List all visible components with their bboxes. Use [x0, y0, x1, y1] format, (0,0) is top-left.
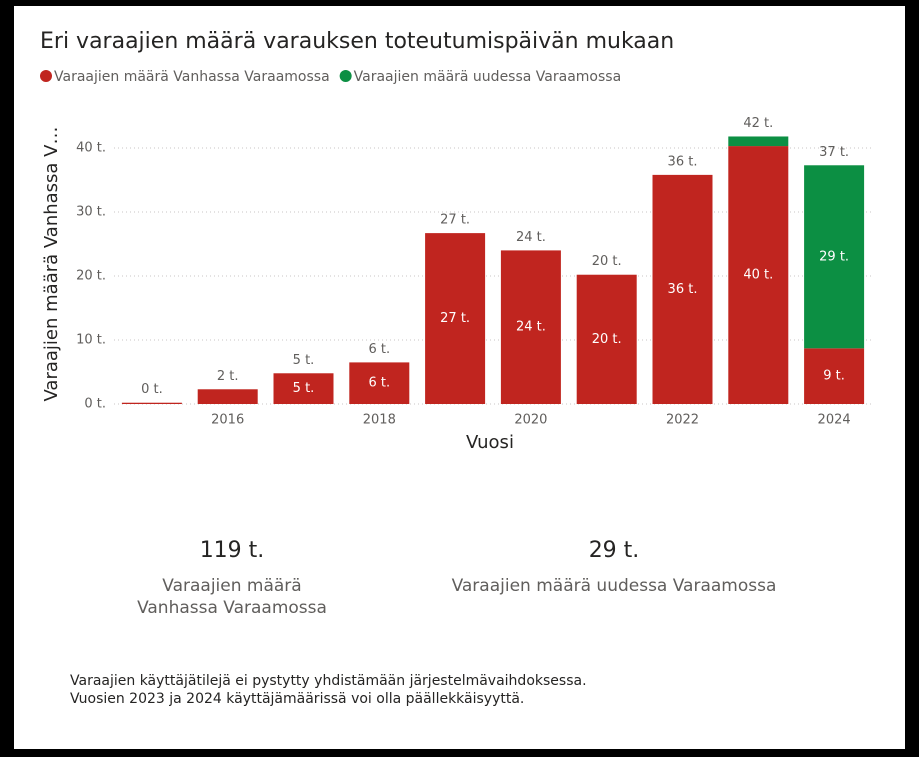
y-tick-label: 30 t. — [76, 205, 106, 220]
data-label: 24 t. — [516, 320, 546, 335]
data-label: 40 t. — [743, 268, 773, 283]
card: 119 t. Varaajien määrä Vanhassa Varaamos… — [84, 538, 380, 619]
total-label: 37 t. — [819, 145, 849, 160]
data-label: 6 t. — [368, 376, 390, 391]
x-axis-title: Vuosi — [466, 432, 514, 453]
report-page: Eri varaajien määrä varauksen toteutumis… — [14, 6, 905, 749]
bar-segment — [652, 174, 713, 404]
data-label: 27 t. — [440, 311, 470, 326]
total-label: 0 t. — [141, 382, 163, 397]
chart-title: Eri varaajien määrä varauksen toteutumis… — [40, 29, 674, 54]
y-tick-label: 20 t. — [76, 269, 106, 284]
bar-segment — [728, 136, 789, 147]
card-value: 29 t. — [588, 538, 640, 563]
card-label: Varaajien määrä uudessa Varaamossa — [451, 576, 777, 596]
legend-label: Varaajien määrä Vanhassa Varaamossa — [54, 69, 330, 85]
total-label: 27 t. — [440, 213, 470, 228]
legend-label: Varaajien määrä uudessa Varaamossa — [354, 69, 622, 85]
total-label: 42 t. — [743, 116, 773, 131]
footnote: Varaajien käyttäjätilejä ei pystytty yhd… — [70, 673, 587, 707]
card: 29 t. Varaajien määrä uudessa Varaamossa — [414, 538, 814, 597]
total-label: 6 t. — [368, 342, 390, 357]
data-label: 9 t. — [823, 369, 845, 384]
x-tick-label: 2016 — [211, 413, 244, 428]
y-tick-label: 40 t. — [76, 141, 106, 156]
x-tick-label: 2020 — [514, 413, 547, 428]
total-label: 36 t. — [668, 154, 698, 169]
total-label: 2 t. — [217, 369, 239, 384]
y-tick-label: 0 t. — [84, 397, 106, 412]
chart: Eri varaajien määrä varauksen toteutumis… — [40, 29, 872, 453]
y-tick-label: 10 t. — [76, 333, 106, 348]
bar-segment — [425, 233, 486, 404]
total-label: 20 t. — [592, 254, 622, 269]
x-tick-label: 2022 — [666, 413, 699, 428]
bar-segment — [500, 250, 561, 404]
bar-segment — [349, 362, 410, 404]
bar-segment — [576, 274, 637, 404]
total-label: 5 t. — [293, 353, 315, 368]
legend-marker — [339, 70, 352, 82]
data-label: 36 t. — [668, 282, 698, 297]
card-label: Varaajien määrä Vanhassa Varaamossa — [137, 576, 327, 618]
card-value: 119 t. — [199, 538, 265, 563]
data-label: 20 t. — [592, 332, 622, 347]
bar-segment — [121, 402, 182, 404]
bar-segment — [273, 373, 334, 404]
bar-segment — [804, 348, 865, 404]
data-label: 5 t. — [293, 381, 315, 396]
x-tick-label: 2018 — [363, 413, 396, 428]
total-label: 24 t. — [516, 230, 546, 245]
legend-marker — [40, 70, 52, 82]
bar-segment — [197, 389, 258, 404]
y-axis-title: Varaajien määrä Vanhassa V… — [41, 127, 62, 402]
data-label: 29 t. — [819, 249, 849, 264]
bar-segment — [804, 165, 865, 349]
bar-segment — [728, 146, 789, 404]
x-tick-label: 2024 — [818, 413, 851, 428]
